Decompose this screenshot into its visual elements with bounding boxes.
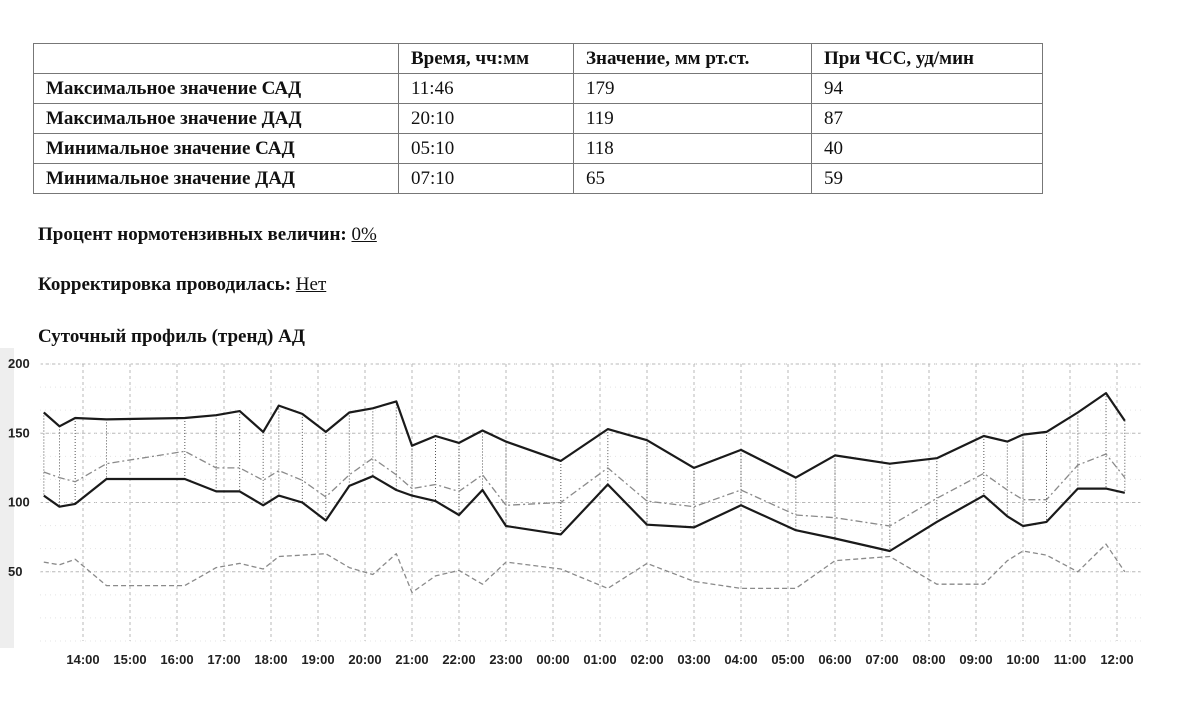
normotensive-value: 0%: [351, 224, 377, 245]
table-row: Максимальное значение ДАД 20:10 119 87: [33, 103, 1043, 134]
table-header-row: Время, чч:мм Значение, мм рт.ст. При ЧСС…: [33, 43, 1043, 74]
chart-title: Суточный профиль (тренд) АД: [38, 326, 305, 347]
x-tick-label: 04:00: [724, 652, 757, 667]
x-tick-label: 01:00: [583, 652, 616, 667]
table-row: Максимальное значение САД 11:46 179 94: [33, 73, 1043, 104]
row-label: Максимальное значение ДАД: [33, 103, 399, 134]
x-tick-label: 06:00: [818, 652, 851, 667]
bp-trend-chart: 200 150 100 50 14:00 15:00 16:00 17:00 18:00 19:0…: [0, 348, 1180, 670]
bp-summary-table: Время, чч:мм Значение, мм рт.ст. При ЧСС…: [33, 43, 1043, 194]
x-tick-label: 02:00: [630, 652, 663, 667]
x-tick-label: 15:00: [113, 652, 146, 667]
x-tick-label: 09:00: [959, 652, 992, 667]
x-tick-label: 19:00: [301, 652, 334, 667]
scan-edge-shade: [0, 348, 14, 648]
x-tick-label: 23:00: [489, 652, 522, 667]
row-value: 119: [573, 103, 812, 134]
row-time: 07:10: [398, 163, 574, 194]
x-tick-label: 12:00: [1100, 652, 1133, 667]
correction-value: Нет: [295, 274, 327, 295]
x-tick-label: 05:00: [771, 652, 804, 667]
correction-label: Корректировка проводилась:: [38, 274, 292, 295]
x-tick-label: 18:00: [254, 652, 287, 667]
row-heart-rate: 40: [811, 133, 1043, 164]
header-heart-rate: При ЧСС, уд/мин: [811, 43, 1043, 74]
row-time: 20:10: [398, 103, 574, 134]
y-tick-label: 150: [8, 425, 30, 440]
row-time: 05:10: [398, 133, 574, 164]
x-tick-label: 03:00: [677, 652, 710, 667]
row-label: Максимальное значение САД: [33, 73, 399, 104]
header-empty: [33, 43, 399, 74]
x-tick-label: 11:00: [1054, 652, 1087, 667]
normotensive-label: Процент нормотензивных величин:: [38, 224, 347, 245]
y-tick-label: 100: [8, 495, 30, 510]
series-line-systolic: [43, 391, 1126, 479]
row-value: 179: [573, 73, 812, 104]
row-heart-rate: 87: [811, 103, 1043, 134]
row-heart-rate: 59: [811, 163, 1043, 194]
x-tick-label: 00:00: [536, 652, 569, 667]
x-tick-label: 22:00: [442, 652, 475, 667]
chart-svg: 200 150 100 50 14:00 15:00 16:00 17:00 18:00 19:0…: [0, 348, 1142, 667]
table-row: Минимальное значение ДАД 07:10 65 59: [33, 163, 1043, 194]
row-time: 11:46: [398, 73, 574, 104]
x-tick-label: 07:00: [865, 652, 898, 667]
x-tick-label: 20:00: [348, 652, 381, 667]
table-row: Минимальное значение САД 05:10 118 40: [33, 133, 1043, 164]
normotensive-line: Процент нормотензивных величин: 0%: [38, 224, 377, 246]
correction-line: Корректировка проводилась: Нет: [38, 274, 326, 296]
row-label: Минимальное значение САД: [33, 133, 399, 164]
x-tick-label: 10:00: [1006, 652, 1039, 667]
header-value: Значение, мм рт.ст.: [573, 43, 812, 74]
row-value: 118: [573, 133, 812, 164]
x-tick-label: 14:00: [66, 652, 99, 667]
x-tick-label: 21:00: [395, 652, 428, 667]
x-tick-label: 17:00: [207, 652, 240, 667]
y-tick-label: 50: [8, 564, 22, 579]
series-line-heart-rate: [43, 543, 1126, 594]
header-time: Время, чч:мм: [398, 43, 574, 74]
series-line-mean: [43, 450, 1126, 527]
row-heart-rate: 94: [811, 73, 1043, 104]
y-tick-label: 200: [8, 356, 30, 371]
x-tick-label: 16:00: [160, 652, 193, 667]
row-value: 65: [573, 163, 812, 194]
series-line-diastolic: [43, 475, 1126, 553]
row-label: Минимальное значение ДАД: [33, 163, 399, 194]
x-tick-label: 08:00: [912, 652, 945, 667]
